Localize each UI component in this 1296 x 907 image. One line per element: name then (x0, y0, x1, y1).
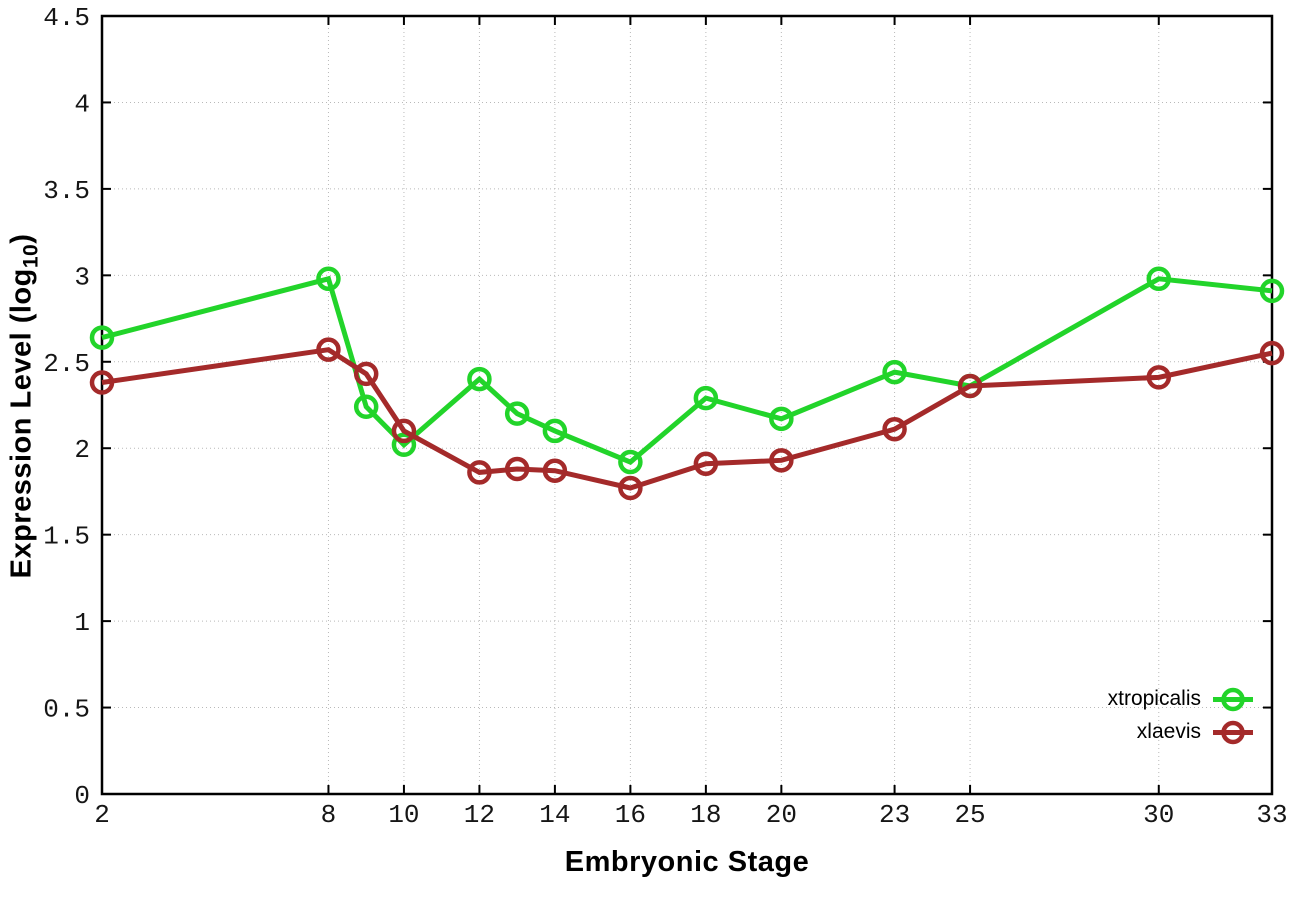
y-tick-label: 1 (74, 608, 90, 638)
data-point-xlaevis (618, 475, 643, 501)
data-point-xtropicalis (542, 418, 568, 444)
data-point-xtropicalis (504, 401, 530, 426)
legend-label-xlaevis: xlaevis (1136, 720, 1201, 743)
x-tick-label: 16 (615, 800, 646, 830)
data-point-xlaevis (467, 460, 492, 485)
y-axis-title-suffix: ) (5, 233, 38, 244)
data-point-xtropicalis (316, 266, 341, 292)
y-tick-label: 3.5 (43, 176, 90, 206)
y-axis-title-text: Expression Level (log (5, 268, 38, 579)
data-point-xtropicalis (391, 432, 417, 458)
x-tick-label: 23 (879, 800, 910, 830)
y-tick-label: 4 (74, 89, 90, 119)
series-line-xtropicalis (101, 275, 1273, 465)
data-point-xlaevis (769, 448, 794, 473)
data-point-xtropicalis (769, 406, 794, 432)
data-point-xlaevis (504, 456, 530, 482)
y-tick-label: 0 (74, 781, 90, 811)
legend-item-xtropicalis: xtropicalis (1108, 684, 1256, 714)
legend: xtropicalis xlaevis (1108, 684, 1256, 747)
x-tick-label: 14 (539, 800, 570, 830)
series-line-xlaevis (101, 347, 1273, 491)
x-tick-label: 20 (766, 800, 797, 830)
data-point-xtropicalis (693, 385, 719, 411)
data-point-xlaevis (542, 458, 568, 483)
line-marker-icon (1213, 687, 1253, 711)
data-point-xtropicalis (618, 449, 643, 475)
x-tick-label: 30 (1143, 800, 1174, 830)
data-point-xlaevis (882, 416, 907, 442)
y-tick-label: 2 (74, 435, 90, 465)
x-tick-label: 33 (1256, 800, 1287, 830)
y-tick-label: 0.5 (43, 695, 90, 725)
y-tick-label: 2.5 (43, 349, 90, 379)
x-tick-label: 18 (690, 800, 721, 830)
y-axis-title: Expression Level (log10) (5, 233, 43, 579)
data-point-xtropicalis (1259, 278, 1285, 304)
data-point-xlaevis (316, 337, 341, 362)
data-point-xtropicalis (89, 325, 115, 350)
data-point-xtropicalis (882, 359, 907, 385)
data-point-xtropicalis (467, 366, 492, 392)
data-point-xlaevis (957, 373, 983, 399)
data-point-xlaevis (353, 361, 379, 387)
y-tick-label: 4.5 (43, 3, 90, 33)
legend-item-xlaevis: xlaevis (1137, 717, 1256, 747)
y-tick-label: 3 (74, 262, 90, 292)
x-tick-label: 10 (388, 800, 419, 830)
data-point-xlaevis (89, 370, 115, 395)
data-point-xtropicalis (353, 394, 379, 419)
plot-border (100, 14, 1274, 796)
y-axis-title-subscript: 10 (19, 243, 43, 269)
x-tick-label: 8 (321, 800, 337, 830)
data-point-xlaevis (1259, 340, 1285, 366)
data-point-xtropicalis (1146, 266, 1172, 292)
x-axis-title: Embryonic Stage (564, 846, 810, 878)
data-point-xlaevis (391, 418, 417, 444)
x-tick-label: 12 (464, 800, 495, 830)
data-point-xlaevis (693, 451, 719, 477)
legend-label-xtropicalis: xtropicalis (1107, 687, 1201, 710)
data-point-xlaevis (1146, 365, 1172, 390)
y-tick-label: 1.5 (43, 522, 90, 552)
line-marker-icon (1213, 720, 1253, 744)
x-tick-label: 25 (954, 800, 985, 830)
x-tick-label: 2 (94, 800, 110, 830)
